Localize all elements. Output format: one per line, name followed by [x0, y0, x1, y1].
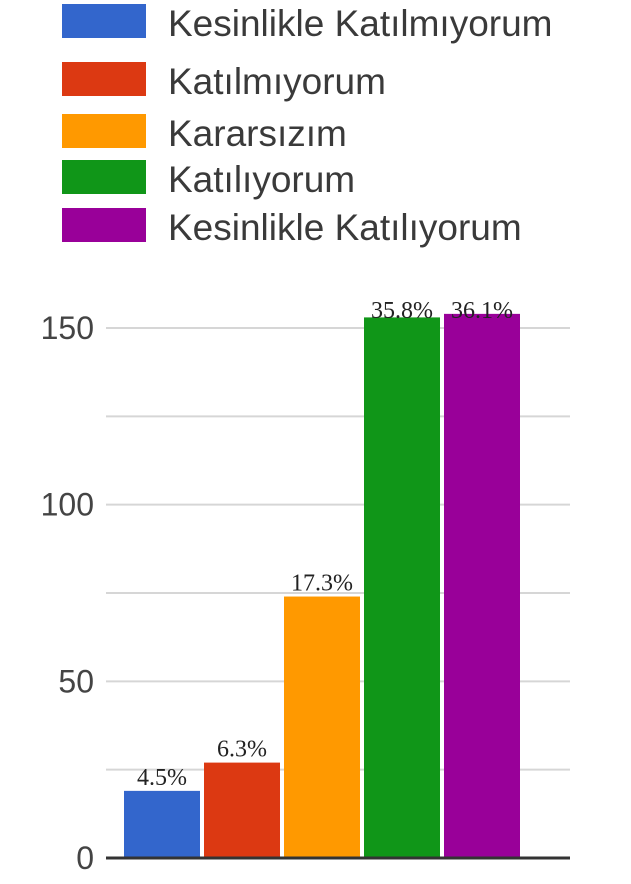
- legend-item-kesinlikle-katilmiyorum: Kesinlikle Katılmıyorum: [62, 4, 631, 50]
- legend-label-kararsizim: Kararsızım: [168, 113, 347, 154]
- data-label-2: 6.3%: [217, 737, 267, 763]
- bar-2: [204, 762, 280, 858]
- legend-label-katiliyorum: Katılıyorum: [168, 159, 356, 200]
- data-label-1: 4.5%: [137, 765, 187, 791]
- y-tick-label-100: 100: [41, 487, 94, 523]
- legend-item-katiliyorum: Katılıyorum: [62, 160, 631, 206]
- data-label-4: 35.8%: [371, 298, 433, 324]
- legend-item-katilmiyorum: Katılmıyorum: [62, 62, 631, 108]
- bars: [124, 313, 520, 858]
- legend-swatch-kesinlikle-katiliyorum: [62, 208, 146, 242]
- legend-item-kesinlikle-katiliyorum: Kesinlikle Katılıyorum: [62, 208, 631, 254]
- data-label-5: 36.1%: [451, 298, 513, 324]
- data-labels: 4.5% 6.3% 17.3% 35.8% 36.1%: [137, 298, 513, 791]
- data-label-3: 17.3%: [291, 571, 353, 597]
- bar-5: [444, 313, 520, 858]
- bar-3: [284, 596, 360, 858]
- bar-4: [364, 317, 440, 858]
- legend-label-kesinlikle-katiliyorum: Kesinlikle Katılıyorum: [168, 207, 522, 248]
- legend-swatch-kesinlikle-katilmiyorum: [62, 4, 146, 38]
- legend-label-katilmiyorum: Katılmıyorum: [168, 61, 386, 102]
- legend-swatch-katilmiyorum: [62, 62, 146, 96]
- legend-swatch-katiliyorum: [62, 160, 146, 194]
- y-tick-label-150: 150: [41, 310, 94, 346]
- y-tick-label-50: 50: [58, 663, 94, 699]
- legend-swatch-kararsizim: [62, 114, 146, 148]
- y-axis-ticks: 0 50 100 150: [41, 310, 94, 876]
- legend-label-kesinlikle-katilmiyorum: Kesinlikle Katılmıyorum: [168, 3, 553, 44]
- bar-1: [124, 790, 200, 858]
- legend-item-kararsizim: Kararsızım: [62, 114, 631, 160]
- y-tick-label-0: 0: [76, 840, 94, 876]
